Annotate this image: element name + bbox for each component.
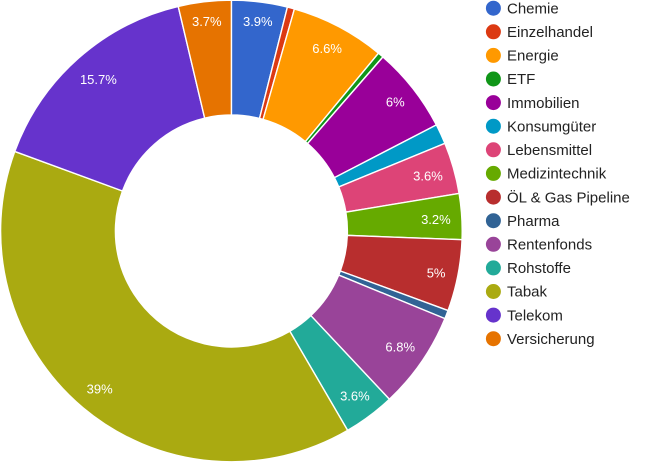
svg-text:3.7%: 3.7% [192, 14, 222, 29]
svg-text:3.6%: 3.6% [413, 168, 443, 183]
svg-text:39%: 39% [87, 382, 113, 397]
svg-text:3.6%: 3.6% [340, 388, 370, 403]
svg-text:Lebensmittel: Lebensmittel [507, 142, 592, 159]
svg-text:Konsumgüter: Konsumgüter [507, 118, 596, 135]
svg-text:ÖL & Gas Pipeline: ÖL & Gas Pipeline [507, 188, 630, 206]
svg-text:15.7%: 15.7% [80, 72, 117, 87]
svg-text:5%: 5% [427, 266, 446, 281]
svg-text:Immobilien: Immobilien [507, 95, 580, 112]
svg-text:ETF: ETF [507, 71, 535, 88]
svg-text:Rohstoffe: Rohstoffe [507, 260, 571, 277]
svg-text:Medizintechnik: Medizintechnik [507, 166, 607, 183]
svg-text:Tabak: Tabak [507, 284, 548, 301]
svg-text:Telekom: Telekom [507, 307, 563, 324]
svg-text:6%: 6% [386, 95, 405, 110]
svg-text:3.9%: 3.9% [243, 14, 273, 29]
svg-text:3.2%: 3.2% [421, 212, 451, 227]
svg-text:Einzelhandel: Einzelhandel [507, 24, 593, 41]
svg-text:Chemie: Chemie [507, 0, 559, 17]
svg-text:Energie: Energie [507, 48, 559, 65]
svg-text:6.8%: 6.8% [385, 340, 415, 355]
svg-text:Versicherung: Versicherung [507, 331, 595, 348]
svg-text:6.6%: 6.6% [312, 41, 342, 56]
svg-text:Pharma: Pharma [507, 213, 560, 230]
svg-text:Rentenfonds: Rentenfonds [507, 237, 592, 254]
